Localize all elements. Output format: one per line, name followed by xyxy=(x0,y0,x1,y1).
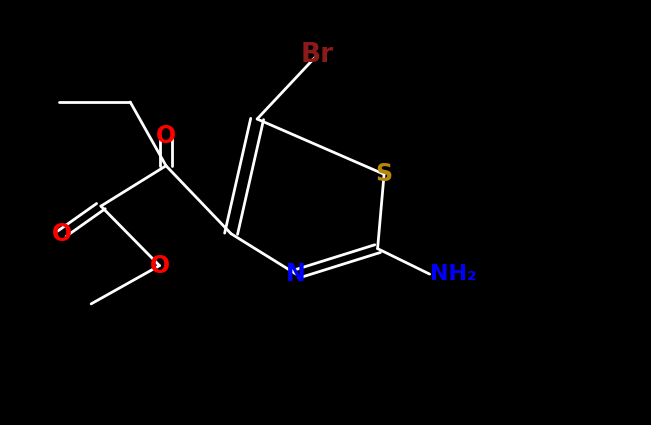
Text: Br: Br xyxy=(301,42,333,68)
Text: O: O xyxy=(52,222,72,246)
Text: N: N xyxy=(286,262,306,286)
Text: S: S xyxy=(376,162,393,186)
Text: O: O xyxy=(150,254,169,278)
Text: NH₂: NH₂ xyxy=(430,264,477,284)
Text: O: O xyxy=(156,124,176,148)
